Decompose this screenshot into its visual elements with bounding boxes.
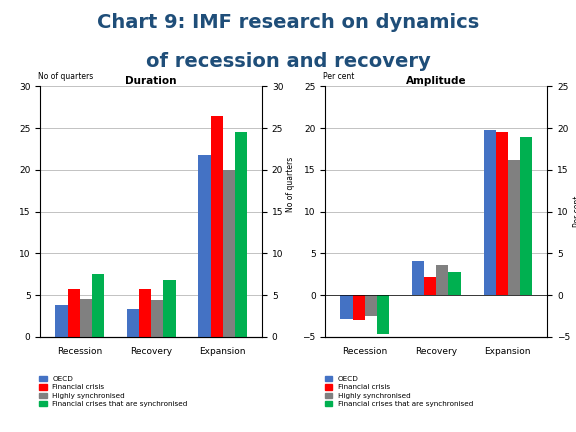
Bar [79,299,92,337]
Legend: OECD, Financial crisis, Highly synchronised, Financial crises that are synchroni: OECD, Financial crisis, Highly synchroni… [40,376,188,407]
Bar [164,280,176,337]
Title: Duration: Duration [126,76,177,86]
Title: Amplitude: Amplitude [406,76,467,86]
Legend: OECD, Financial crisis, Highly synchronised, Financial crises that are synchroni: OECD, Financial crisis, Highly synchroni… [325,376,473,407]
Y-axis label: No of quarters: No of quarters [286,156,295,212]
Text: 11: 11 [555,405,567,415]
Bar [340,295,353,318]
Bar [377,295,389,334]
Bar [496,131,508,295]
Text: of recession and recovery: of recession and recovery [146,52,430,71]
Bar [235,132,247,337]
Bar [412,261,424,295]
Bar [198,155,211,337]
Bar [92,274,104,337]
Bar [508,160,520,295]
Y-axis label: Per cent: Per cent [573,196,576,227]
Bar [483,130,496,295]
Bar [223,170,235,337]
Text: Source: International Monetary Fund.: Source: International Monetary Fund. [9,406,151,414]
Bar [424,277,436,295]
Text: Chart 9: IMF research on dynamics: Chart 9: IMF research on dynamics [97,13,479,32]
Bar [151,300,164,337]
Bar [365,295,377,316]
Bar [211,117,223,337]
Bar [353,295,365,320]
Bar [139,289,151,337]
Bar [127,309,139,337]
Bar [520,137,532,295]
Text: No of quarters: No of quarters [38,73,93,81]
Bar [436,265,449,295]
Bar [67,289,79,337]
Bar [55,305,67,337]
Bar [449,272,461,295]
Text: Per cent: Per cent [323,73,355,81]
